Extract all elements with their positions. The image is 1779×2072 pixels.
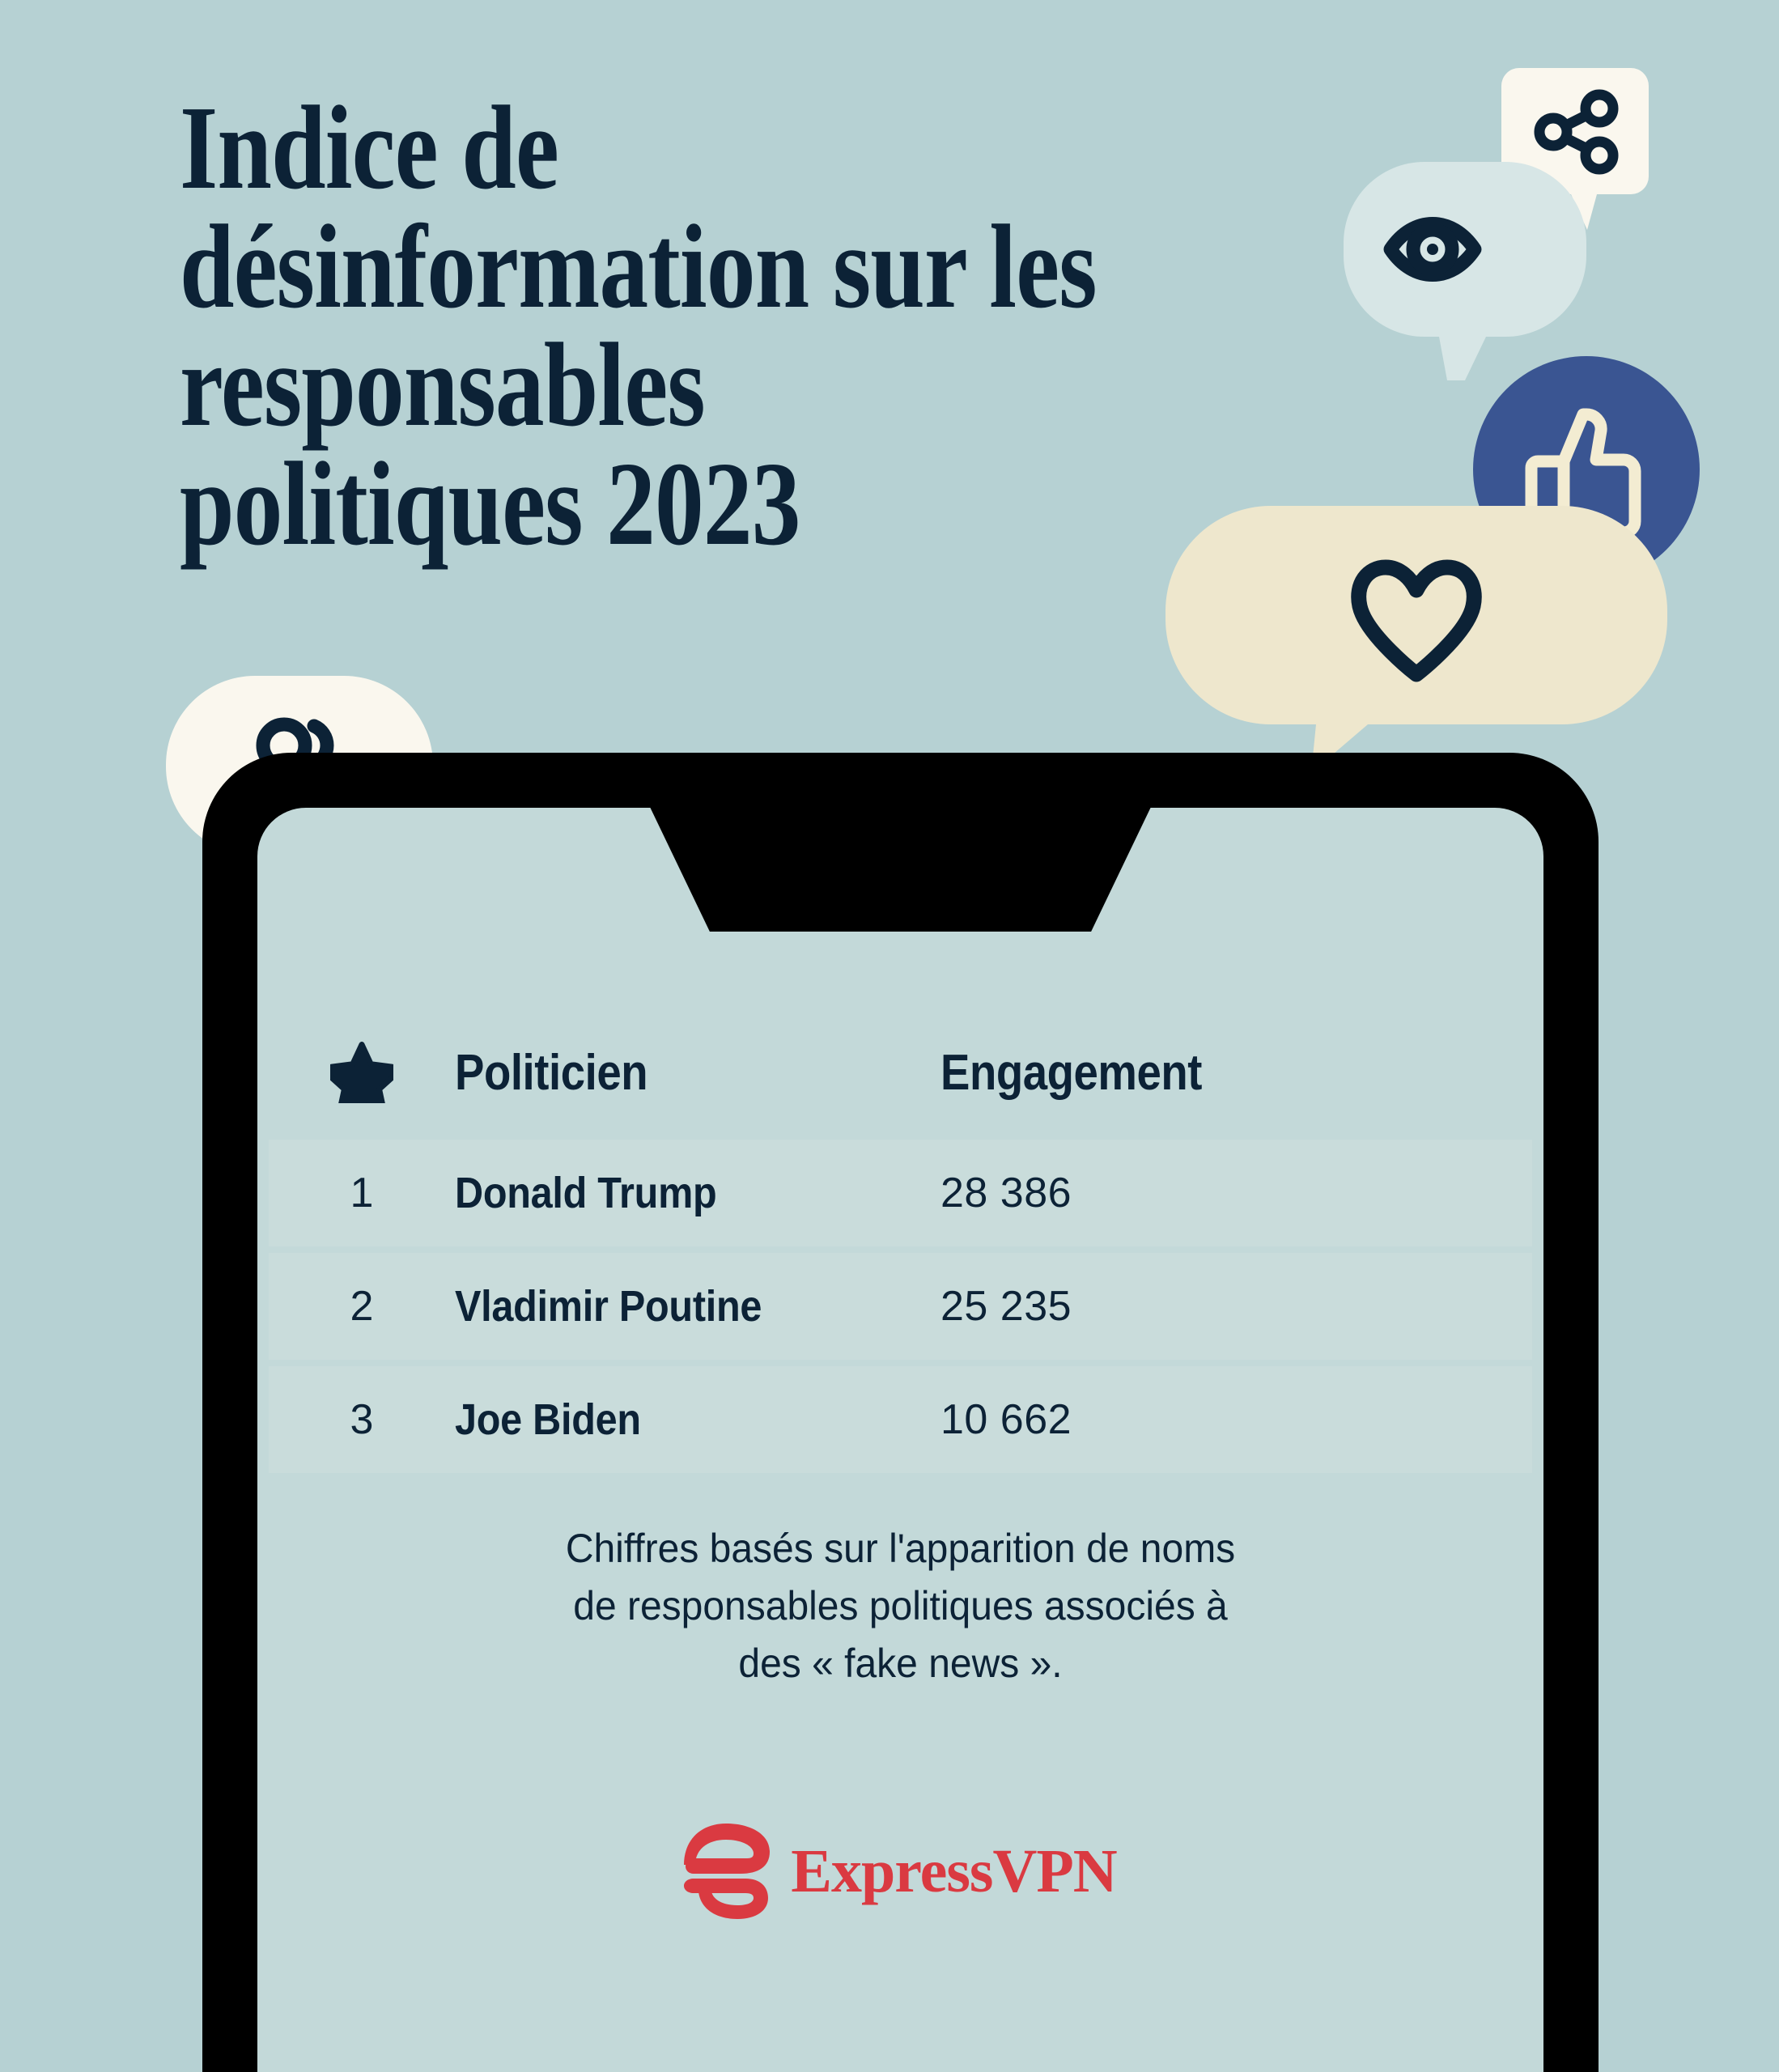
ranking-table: Politicien Engagement 1 Donald Trump 28 … <box>269 1012 1532 1473</box>
table-row: 2 Vladimir Poutine 25 235 <box>269 1253 1532 1360</box>
share-icon <box>1534 89 1619 175</box>
expressvpn-wordmark: ExpressVPN <box>791 1837 1117 1905</box>
column-header-politician: Politicien <box>455 1044 648 1101</box>
expressvpn-e-mark <box>684 1824 771 1919</box>
row-politician: Donald Trump <box>455 1169 717 1217</box>
eye-bubble <box>1344 162 1586 380</box>
row-rank: 2 <box>350 1283 374 1330</box>
star-icon <box>269 1042 455 1103</box>
expressvpn-logo: ExpressVPN <box>257 1824 1543 1919</box>
column-header-engagement: Engagement <box>940 1044 1203 1101</box>
heart-bubble <box>1165 506 1667 773</box>
footnote: Chiffres basés sur l'apparition de noms … <box>565 1526 1236 1686</box>
row-engagement: 10 662 <box>940 1396 1072 1443</box>
row-engagement: 25 235 <box>940 1283 1072 1330</box>
eye-icon <box>1383 217 1482 282</box>
heart-icon <box>1351 559 1482 682</box>
phone-notch <box>649 808 1152 932</box>
row-politician: Vladimir Poutine <box>455 1282 762 1331</box>
table-row: 3 Joe Biden 10 662 <box>269 1366 1532 1473</box>
table-row: 1 Donald Trump 28 386 <box>269 1140 1532 1246</box>
page-title: Indice de désinformation sur les respons… <box>180 82 1098 571</box>
phone-mockup: Politicien Engagement 1 Donald Trump 28 … <box>202 753 1599 2072</box>
row-rank: 3 <box>350 1396 374 1443</box>
phone-screen: Politicien Engagement 1 Donald Trump 28 … <box>257 808 1543 2072</box>
row-rank: 1 <box>350 1170 374 1216</box>
row-politician: Joe Biden <box>455 1395 641 1444</box>
row-engagement: 28 386 <box>940 1170 1072 1216</box>
table-header-row: Politicien Engagement <box>269 1012 1532 1133</box>
